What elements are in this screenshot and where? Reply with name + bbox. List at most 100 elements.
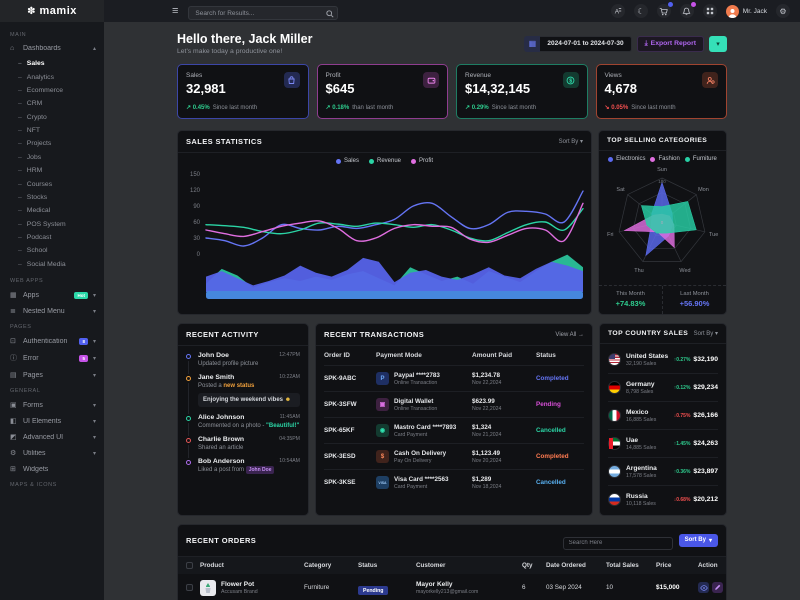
stat-card-views: Views 4,678 ↘ 0.05% Since last month	[595, 64, 727, 119]
dark-mode-moon-icon[interactable]: ☾	[633, 4, 648, 18]
stat-value: $14,32,145	[465, 81, 531, 96]
sidebar-item-apps[interactable]: ▦ Apps Hot ▾	[0, 287, 104, 303]
search-icon[interactable]	[326, 5, 334, 23]
orders-sortby-button[interactable]: Sort By ▾	[678, 533, 718, 547]
trend-up-icon: ↑0.27%	[673, 356, 691, 363]
user-tag-badge[interactable]: John Doe	[245, 466, 275, 474]
sidebar-item-hrm[interactable]: – HRM	[0, 164, 104, 177]
submenu-dash: –	[18, 207, 22, 215]
sidebar-item-ecommerce[interactable]: – Ecommerce	[0, 84, 104, 97]
radar-legend-furniture[interactable]: Furniture	[684, 156, 717, 162]
toolbar-dropdown-button[interactable]: ▾	[709, 35, 727, 52]
widgets-icon: ⊞	[10, 466, 16, 473]
country-sales-count: 8,798 Sales	[626, 388, 654, 395]
orders-search	[562, 531, 673, 550]
settings-gear-icon[interactable]: ⚙	[776, 4, 790, 18]
sidebar-item-school[interactable]: – School	[0, 244, 104, 257]
activity-desc-part: "Beautiful!"	[266, 423, 300, 429]
edit-pencil-icon[interactable]	[712, 582, 723, 593]
user-menu[interactable]: Mr. Jack	[725, 4, 767, 18]
country-amount: $23,897	[693, 468, 718, 475]
timeline-line	[188, 423, 190, 436]
sales-statistics-title: SALES STATISTICS	[186, 137, 263, 146]
activity-description: Updated profile picture	[198, 361, 300, 367]
sidebar-item-error[interactable]: ⓘ Error 5 ▾	[0, 349, 104, 367]
sidebar-item-advanced-ui[interactable]: ◩ Advanced UI ▾	[0, 429, 104, 445]
activity-header: John Doe 12:47PM	[198, 352, 300, 359]
menu-icon: ≣	[10, 308, 16, 315]
activity-item: Bob Anderson 10:54AM Liked a post from Joh…	[186, 458, 300, 474]
country-name: Mexico	[626, 408, 649, 416]
sidebar-item-stocks[interactable]: – Stocks	[0, 191, 104, 204]
sidebar-item-analytics[interactable]: – Analytics	[0, 70, 104, 83]
row-checkbox[interactable]	[186, 584, 193, 591]
sidebar-item-nested-menu[interactable]: ≣ Nested Menu ▾	[0, 303, 104, 319]
recent-orders-title: RECENT ORDERS	[186, 535, 257, 545]
legend-sales[interactable]: Sales	[335, 158, 359, 164]
submenu-label: Podcast	[26, 234, 52, 242]
brand-logo[interactable]: ✽ mamix	[0, 0, 104, 22]
sidebar-item-social-media[interactable]: – Social Media	[0, 258, 104, 271]
sidebar-item-utilities[interactable]: ⚙ Utilities ▾	[0, 445, 104, 461]
sales-statistics-card: SALES STATISTICS Sort By ▾ Sales Revenue P…	[177, 130, 592, 315]
apps-grid-icon[interactable]	[702, 4, 717, 18]
sidebar-item-nft[interactable]: – NFT	[0, 124, 104, 137]
amount-paid: $1,289	[472, 475, 492, 483]
submenu-label: School	[26, 247, 48, 255]
column-header: Qty	[522, 561, 533, 569]
sidebar-item-widgets[interactable]: ⊞ Widgets	[0, 461, 104, 477]
sidebar-item-label: Utilities	[23, 449, 46, 457]
advanced-icon: ◩	[10, 434, 17, 441]
svg-text:0: 0	[661, 220, 664, 225]
radar-legend-electronics[interactable]: Electronics	[608, 156, 645, 162]
stat-note: Since last month	[631, 104, 676, 111]
order-id: SPK-3ESD	[324, 453, 356, 460]
apps-icon: ▦	[10, 292, 17, 299]
translate-icon[interactable]: A	[610, 4, 625, 18]
top-country-sortby[interactable]: Sort By ▾	[693, 331, 718, 337]
payment-mode-name: Mastro Card ****7893	[394, 423, 457, 431]
this-month-stat: This Month +74.83%	[615, 291, 646, 308]
radar-legend-fashion[interactable]: Fashion	[650, 156, 680, 162]
sidebar-item-crm[interactable]: – CRM	[0, 97, 104, 110]
orders-search-input[interactable]	[562, 536, 673, 550]
order-id: SPK-65KF	[324, 427, 355, 434]
export-report-button[interactable]: ⤓ Export Report	[636, 35, 704, 52]
stat-card-sales: Sales 32,981 ↗ 0.45% Since last month	[177, 64, 309, 119]
search-input[interactable]	[188, 6, 339, 21]
sidebar-item-jobs[interactable]: – Jobs	[0, 151, 104, 164]
legend-profit[interactable]: Profit	[411, 158, 433, 164]
sidebar-item-pages[interactable]: ▤ Pages ▾	[0, 367, 104, 383]
sidebar-item-pos-system[interactable]: – POS System	[0, 218, 104, 231]
sidebar-item-authentication[interactable]: ⊡ Authentication 8 ▾	[0, 333, 104, 349]
date-range-picker[interactable]: ▦ 2024-07-01 to 2024-07-30	[524, 35, 632, 52]
hamburger-menu-icon[interactable]: ≡	[172, 5, 179, 17]
submenu-dash: –	[18, 193, 22, 201]
bell-icon[interactable]	[679, 2, 696, 18]
submenu-dash: –	[18, 73, 22, 81]
country-row: Mexico 16,885 Sales ↓0.75% $26,166	[608, 402, 718, 430]
sidebar-item-crypto[interactable]: – Crypto	[0, 111, 104, 124]
sidebar-item-courses[interactable]: – Courses	[0, 177, 104, 190]
sidebar-item-projects[interactable]: – Projects	[0, 137, 104, 150]
sidebar-item-sales[interactable]: – Sales	[0, 57, 104, 70]
legend-revenue[interactable]: Revenue	[368, 158, 401, 164]
sales-statistics-sortby[interactable]: Sort By ▾	[558, 139, 583, 145]
view-all-link[interactable]: View All →	[555, 331, 584, 338]
sidebar-item-forms[interactable]: ▣ Forms ▾	[0, 397, 104, 413]
activity-time: 11:45AM	[279, 414, 300, 420]
legend-label: Electronics	[616, 156, 646, 162]
top-header: ✽ mamix ≡ A ☾	[0, 0, 800, 22]
sidebar-item-ui-elements[interactable]: ◧ UI Elements ▾	[0, 413, 104, 429]
sidebar-item-dashboards[interactable]: ⌂ Dashboards ▴	[0, 41, 104, 56]
download-icon: ⤓	[644, 39, 648, 47]
sidebar-item-podcast[interactable]: – Podcast	[0, 231, 104, 244]
cart-icon[interactable]	[656, 2, 673, 18]
select-all-checkbox[interactable]	[186, 561, 193, 569]
sidebar-item-medical[interactable]: – Medical	[0, 204, 104, 217]
user-avatar	[725, 4, 739, 18]
activity-item: John Doe 12:47PM Updated profile picture	[186, 352, 300, 374]
submenu-dash: –	[18, 167, 22, 175]
view-eye-icon[interactable]	[698, 582, 709, 593]
